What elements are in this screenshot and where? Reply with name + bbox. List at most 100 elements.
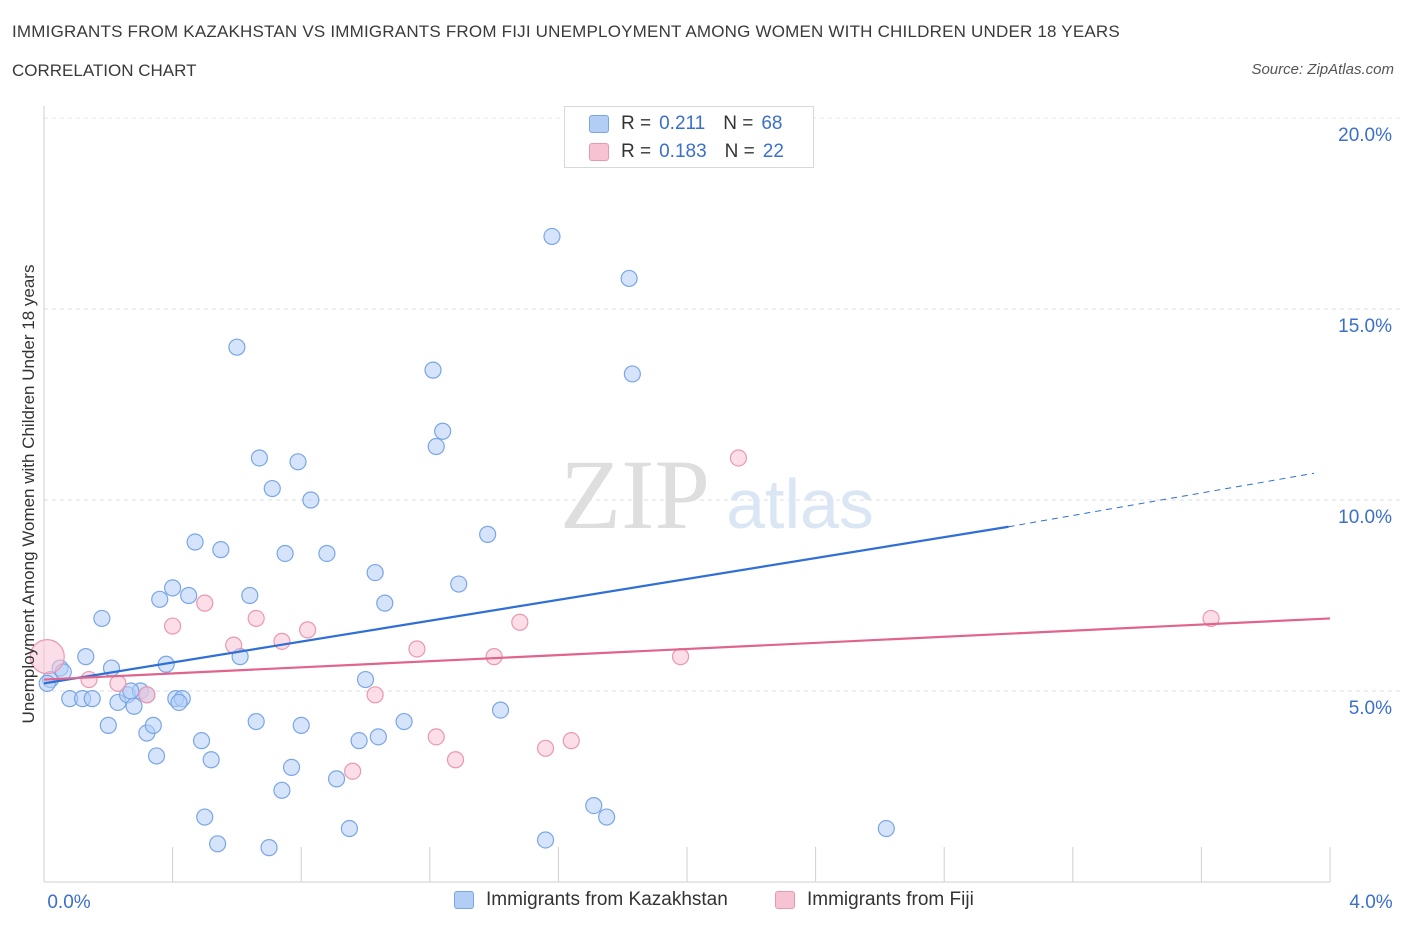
- scatter-point: [164, 579, 182, 597]
- scatter-point: [299, 621, 317, 639]
- stats-legend: R = 0.211 N = 68 R = 0.183 N = 22: [564, 106, 814, 168]
- trend-line-kazakhstan: [43, 525, 1009, 685]
- trend-lines: [43, 472, 1331, 685]
- scatter-point: [395, 712, 413, 731]
- gridlines: [44, 117, 1400, 692]
- legend-n-label: N =: [723, 113, 754, 134]
- scatter-point: [273, 781, 291, 799]
- series-swatch-fiji: [775, 891, 795, 909]
- scatter-point: [212, 541, 230, 559]
- scatter-point: [562, 732, 580, 750]
- scatter-point: [241, 586, 259, 605]
- series-legend-fiji: Immigrants from Fiji: [775, 889, 974, 911]
- scatter-point: [536, 739, 555, 757]
- scatter-point: [292, 716, 310, 734]
- series-swatch-kazakhstan: [454, 891, 474, 909]
- scatter-point: [427, 437, 445, 456]
- scatter-point: [289, 453, 307, 471]
- scatter-point: [196, 594, 214, 612]
- scatter-point: [450, 575, 468, 593]
- scatter-point: [536, 831, 555, 849]
- scatter-point: [209, 835, 227, 853]
- legend-r-label: R =: [621, 113, 652, 134]
- scatter-point: [369, 728, 387, 746]
- scatter-point: [99, 716, 117, 734]
- scatter-point: [83, 690, 101, 708]
- scatter-point: [623, 365, 641, 383]
- scatter-point: [180, 586, 198, 605]
- scatter-point: [356, 670, 375, 689]
- scatter-point: [263, 479, 281, 498]
- scatter-point: [446, 751, 465, 769]
- scatter-point: [491, 701, 510, 719]
- scatter-point: [543, 227, 561, 246]
- scatter-point: [350, 732, 368, 750]
- scatter-point: [273, 632, 291, 650]
- series-label-kazakhstan: Immigrants from Kazakhstan: [486, 889, 728, 910]
- scatter-point: [408, 640, 426, 658]
- trend-line-kazakhstan-extension: [1008, 472, 1315, 528]
- x-tick-label: 4.0%: [1349, 892, 1392, 913]
- scatter-point: [186, 533, 204, 551]
- legend-n-value: 22: [762, 141, 784, 162]
- watermark: ZIP atlas: [560, 439, 874, 550]
- scatter-point: [1202, 609, 1220, 628]
- scatter-point: [485, 648, 503, 666]
- scatter-point: [282, 758, 301, 777]
- scatter-point: [327, 770, 346, 788]
- scatter-point: [80, 670, 98, 689]
- scatter-point: [29, 639, 65, 675]
- scatter-point: [77, 648, 95, 666]
- source-credit: Source: ZipAtlas.com: [1251, 61, 1394, 78]
- watermark-atlas: atlas: [726, 465, 874, 543]
- scatter-point: [340, 819, 359, 838]
- scatter-point: [147, 747, 166, 765]
- x-tick-label: 0.0%: [47, 892, 90, 913]
- legend-r-label: R =: [621, 141, 652, 162]
- trend-line-fiji: [43, 617, 1331, 681]
- scatter-point: [479, 525, 497, 543]
- legend-r-value: 0.183: [659, 141, 707, 162]
- y-axis-label: Unemployment Among Women with Children U…: [19, 265, 38, 724]
- data-points: [29, 227, 1220, 857]
- chart-title: IMMIGRANTS FROM KAZAKHSTAN VS IMMIGRANTS…: [12, 22, 1120, 41]
- scatter-point: [424, 361, 442, 379]
- scatter-point: [151, 590, 169, 608]
- scatter-point: [144, 716, 162, 734]
- scatter-point: [247, 609, 265, 628]
- scatter-point: [125, 697, 143, 715]
- legend-r-value: 0.211: [659, 113, 706, 134]
- scatter-point: [276, 544, 294, 563]
- scatter-point: [302, 491, 320, 509]
- scatter-point: [247, 712, 265, 731]
- scatter-point: [598, 808, 616, 826]
- scatter-point: [434, 422, 452, 440]
- scatter-point: [202, 751, 220, 769]
- scatter-point: [138, 686, 156, 704]
- watermark-zip: ZIP: [560, 439, 710, 550]
- scatter-point: [260, 839, 278, 857]
- scatter-point: [620, 269, 638, 288]
- scatter-point: [170, 693, 188, 712]
- scatter-point: [671, 648, 690, 666]
- y-tick-label: 20.0%: [1338, 125, 1392, 146]
- scatter-point: [877, 819, 895, 838]
- scatter-point: [196, 808, 214, 826]
- scatter-point: [109, 674, 127, 692]
- scatter-point: [511, 613, 529, 631]
- legend-n-label: N =: [724, 141, 755, 162]
- legend-swatch-kazakhstan: [589, 115, 609, 133]
- scatter-point: [585, 796, 603, 815]
- legend-row-fiji: R = 0.183 N = 22: [589, 140, 784, 164]
- y-tick-label: 5.0%: [1349, 698, 1392, 719]
- legend-swatch-fiji: [589, 143, 609, 161]
- scatter-point: [376, 594, 394, 612]
- legend-row-kazakhstan: R = 0.211 N = 68: [589, 112, 783, 136]
- scatter-point: [366, 686, 384, 704]
- scatter-point: [250, 449, 269, 467]
- scatter-point: [344, 762, 362, 780]
- scatter-point: [318, 544, 336, 563]
- legend-n-value: 68: [761, 113, 783, 134]
- scatter-point: [93, 609, 111, 628]
